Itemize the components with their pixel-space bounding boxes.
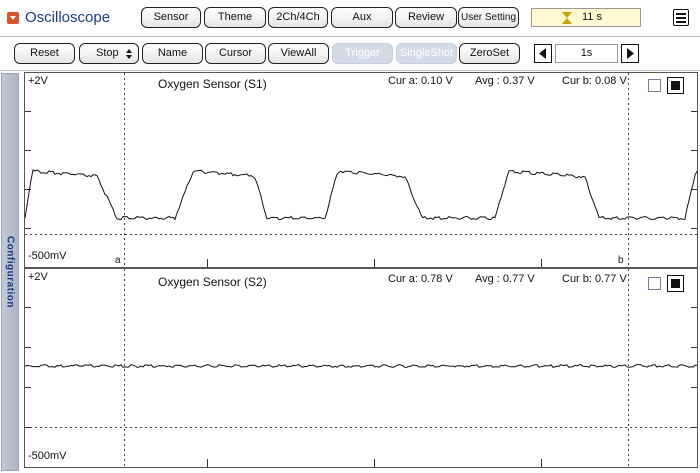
channel-1-waveform (25, 169, 697, 221)
zeroset-button[interactable]: ZeroSet (459, 43, 520, 64)
cursor-b-readout: Cur b: 0.77 V (562, 273, 627, 285)
channel-1-checkbox[interactable] (648, 79, 661, 92)
arrow-left-icon (539, 48, 546, 59)
hourglass-icon (562, 12, 572, 24)
top-divider (0, 36, 700, 37)
channel-2-checkbox[interactable] (648, 277, 661, 290)
app-title: Oscilloscope (25, 9, 111, 26)
channel-1-panel: +2V -500mV Oxygen Sensor (S1) Cur a: 0.1… (24, 72, 698, 268)
viewall-button[interactable]: ViewAll (268, 43, 329, 64)
menu-icon[interactable] (673, 9, 689, 26)
toolbar-divider (0, 70, 700, 71)
cursor-button[interactable]: Cursor (205, 43, 266, 64)
timebase-decrease-button[interactable] (534, 44, 552, 63)
trigger-button[interactable]: Trigger (332, 43, 393, 64)
timebase-field[interactable]: 1s (555, 44, 618, 63)
updown-arrows-icon (126, 49, 132, 59)
app-icon[interactable] (7, 12, 19, 24)
channel-1-maximize-button[interactable] (667, 77, 684, 94)
channel-2-panel: +2V -500mV Oxygen Sensor (S2) Cur a: 0.7… (24, 268, 698, 468)
aux-button[interactable]: Aux (331, 7, 393, 28)
run-mode-select[interactable]: Stop (79, 43, 139, 64)
cursor-a-marker[interactable]: a (115, 255, 121, 266)
dropdown-arrow-icon (10, 16, 16, 20)
cursor-a-readout: Cur a: 0.78 V (388, 273, 453, 285)
average-readout: Avg : 0.37 V (475, 75, 535, 87)
timer-display: 11 s (531, 8, 641, 27)
channel-1-title: Oxygen Sensor (S1) (158, 77, 267, 91)
timer-value: 11 s (582, 11, 602, 23)
singleshot-button[interactable]: SingleShot (396, 43, 457, 64)
channel-2-waveform (25, 363, 697, 368)
channel-2-title: Oxygen Sensor (S2) (158, 275, 267, 289)
user-setting-button[interactable]: User Setting (458, 7, 519, 28)
theme-button[interactable]: Theme (204, 7, 266, 28)
scale-bottom-label: -500mV (28, 450, 67, 462)
review-button[interactable]: Review (395, 7, 457, 28)
configuration-label: Configuration (4, 235, 16, 309)
cursor-b-marker[interactable]: b (618, 255, 624, 266)
sensor-button[interactable]: Sensor (141, 7, 201, 28)
channel-2-plot (25, 269, 697, 467)
timebase-increase-button[interactable] (621, 44, 639, 63)
cursor-a-readout: Cur a: 0.10 V (388, 75, 453, 87)
arrow-right-icon (627, 48, 634, 59)
name-button[interactable]: Name (142, 43, 203, 64)
channel-2-maximize-button[interactable] (667, 275, 684, 292)
average-readout: Avg : 0.77 V (475, 273, 535, 285)
cursor-b-readout: Cur b: 0.08 V (562, 75, 627, 87)
axis-ticks (25, 111, 697, 267)
run-mode-value: Stop (96, 47, 119, 59)
scale-top-label: +2V (28, 75, 48, 87)
scale-bottom-label: -500mV (28, 250, 67, 262)
channel-mode-button[interactable]: 2Ch/4Ch (268, 7, 328, 28)
scale-top-label: +2V (28, 271, 48, 283)
channel-1-plot (25, 73, 697, 267)
axis-ticks (25, 307, 697, 467)
configuration-sidebar[interactable]: Configuration (1, 73, 19, 471)
reset-button[interactable]: Reset (14, 43, 75, 64)
